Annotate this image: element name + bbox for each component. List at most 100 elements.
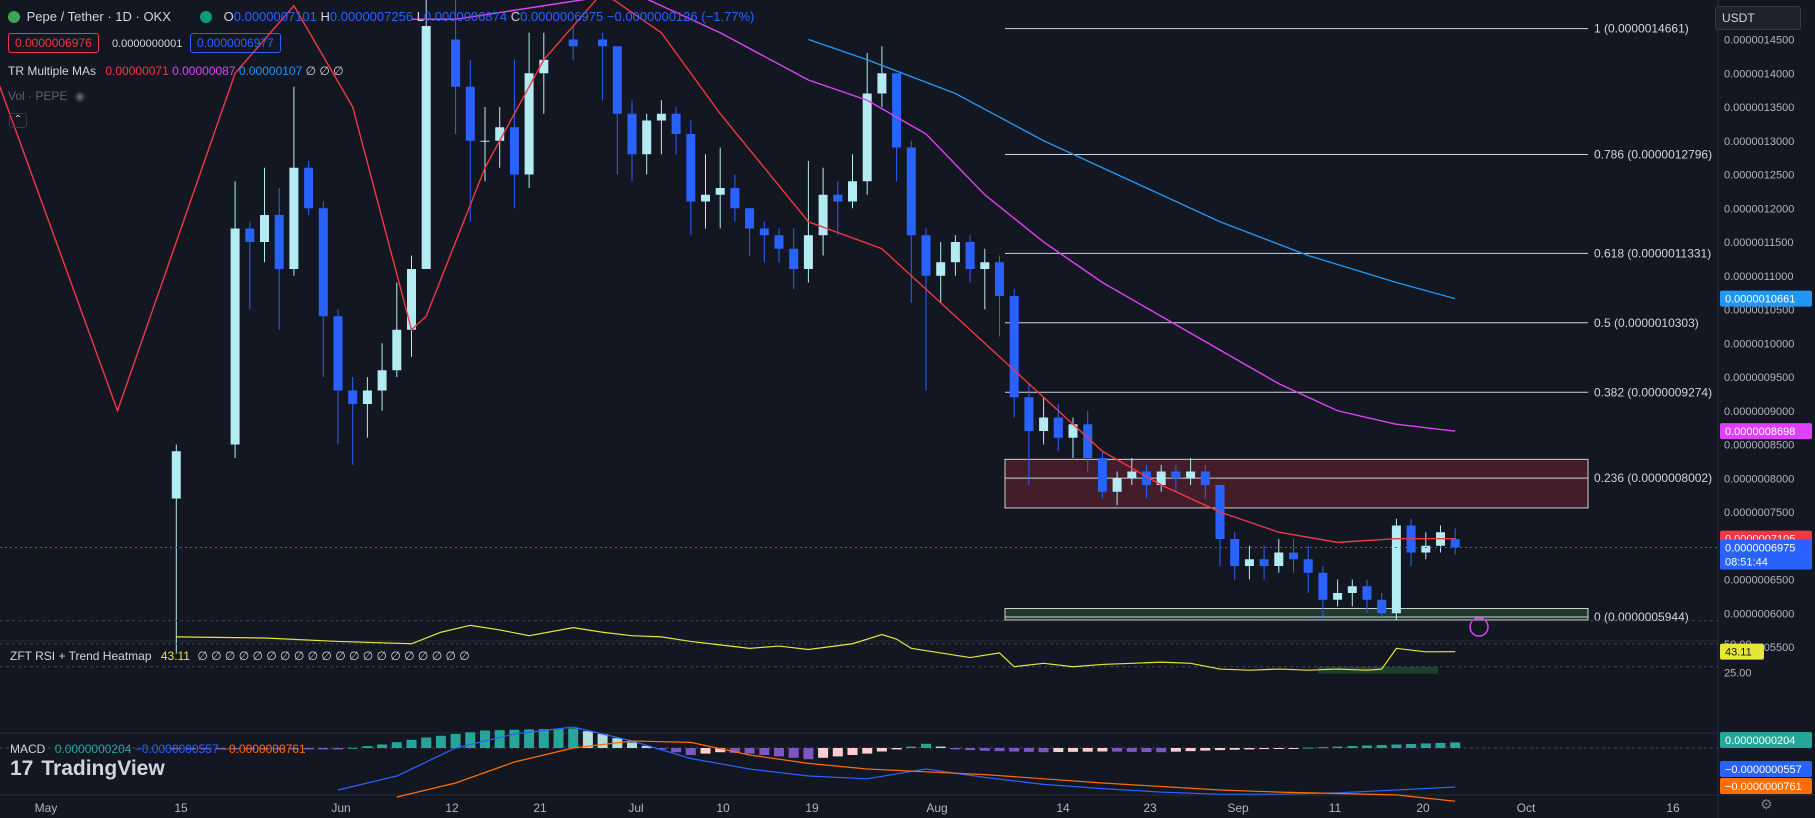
ma20-value: 0.00000071 [105, 64, 169, 78]
candle [1200, 464, 1210, 499]
macd-histogram-bar [1215, 748, 1225, 751]
tradingview-logo[interactable]: 17 TradingView [10, 757, 165, 781]
time-tick-label: 23 [1143, 801, 1157, 815]
macd-histogram-bar [891, 748, 902, 750]
macd-line-value: −0.0000000557 [134, 742, 219, 756]
macd-histogram-bar [1303, 747, 1314, 749]
macd-signal-line [396, 740, 1456, 802]
currency-select[interactable]: USDT [1715, 6, 1801, 30]
symbol-title[interactable]: Pepe / Tether · 1D · OKX [8, 9, 171, 24]
candle [230, 181, 240, 458]
candle-body [759, 228, 769, 236]
candle-body [612, 46, 622, 114]
price-tag [1720, 423, 1812, 440]
time-tick-label: May [35, 801, 58, 815]
candle-body [245, 228, 255, 242]
candle-body [950, 242, 960, 263]
low-value: 0.0000006874 [423, 9, 508, 24]
macd-histogram-bar [803, 748, 814, 760]
candle [936, 242, 946, 303]
candle [509, 59, 519, 209]
candle [1230, 532, 1240, 580]
macd-histogram-value: 0.0000000204 [54, 742, 132, 756]
macd-histogram-bar [538, 729, 549, 748]
candle [848, 154, 857, 209]
price-tick-label: 0.0000011000 [1724, 271, 1794, 283]
macd-histogram-bar [509, 729, 520, 748]
candle-body [1009, 296, 1019, 398]
macd-histogram-bar [671, 748, 682, 753]
macd-histogram-bar [377, 744, 388, 748]
macd-histogram-bar [876, 748, 887, 752]
high-label: H [320, 9, 330, 24]
candle [568, 26, 578, 60]
macd-histogram-bar [1229, 748, 1240, 750]
candle [789, 228, 799, 290]
macd-histogram-bar [935, 746, 946, 748]
macd-value-tag [1720, 761, 1812, 777]
candle-body [1142, 471, 1151, 485]
candle-body [362, 390, 372, 404]
macd-histogram-bar [1038, 748, 1049, 753]
candle [171, 444, 181, 654]
macd-histogram-bar [759, 748, 770, 755]
rsi-legend[interactable]: ZFT RSI + Trend Heatmap 43.11 ∅ ∅ ∅ ∅ ∅ … [10, 649, 470, 663]
candle-body [1333, 593, 1343, 600]
rsi-extra-values: ∅ ∅ ∅ ∅ ∅ ∅ ∅ ∅ ∅ ∅ ∅ ∅ ∅ ∅ ∅ ∅ ∅ ∅ ∅ ∅ [197, 649, 470, 663]
candle-body [1318, 572, 1328, 600]
candle-body [1083, 424, 1093, 458]
price-tick-label: 0.0000010000 [1724, 338, 1794, 350]
candle [862, 53, 872, 195]
macd-histogram-bar [1450, 742, 1461, 748]
candle-body [965, 242, 975, 269]
candle-body [1097, 458, 1107, 492]
candle-body [318, 208, 328, 317]
candle-body [906, 147, 916, 236]
candle-body [451, 39, 461, 87]
candle [950, 235, 960, 276]
currency-label: USDT [1722, 11, 1755, 25]
candle [892, 73, 902, 182]
candle [274, 188, 284, 330]
candle [465, 59, 475, 222]
candle [1377, 593, 1387, 620]
macd-histogram-bar [700, 748, 711, 754]
price-tag [1720, 539, 1812, 570]
macd-histogram-bar [1170, 748, 1181, 752]
macd-histogram-bar [333, 748, 343, 750]
candle [1303, 545, 1313, 593]
candle [715, 147, 725, 229]
candle-body [656, 113, 666, 121]
buy-button[interactable]: 0.0000006977 [190, 33, 281, 53]
sell-button[interactable]: 0.0000006976 [8, 33, 99, 53]
candle-body [524, 73, 534, 175]
time-tick-label: 14 [1056, 801, 1070, 815]
macd-histogram-bar [1141, 748, 1152, 753]
volume-legend[interactable]: Vol · PEPE ◉ [8, 89, 85, 103]
candle [627, 100, 637, 182]
eye-hidden-icon[interactable]: ◉ [74, 89, 86, 103]
macd-histogram-bar [656, 748, 667, 750]
candle-body [171, 451, 181, 499]
candle-body [1171, 471, 1181, 479]
rsi-line [176, 624, 1456, 671]
candle [245, 221, 255, 310]
macd-histogram-bar [744, 748, 755, 754]
macd-histogram-bar [1273, 748, 1284, 749]
settings-gear-icon[interactable]: ⚙ [1760, 796, 1773, 812]
market-status-icon [200, 11, 212, 23]
ma-legend[interactable]: TR Multiple MAs 0.00000071 0.00000087 0.… [8, 64, 344, 78]
candle [995, 255, 1004, 337]
close-label: C [510, 9, 521, 24]
macd-legend[interactable]: MACD 0.0000000204 −0.0000000557 −0.00000… [10, 742, 306, 756]
collapse-legend-icon[interactable]: ⌃ [9, 113, 27, 128]
candle-body [848, 181, 857, 202]
price-tick-label: 0.0000013500 [1724, 102, 1794, 114]
candle [1259, 545, 1269, 580]
price-tick-label: 0.0000012500 [1724, 170, 1794, 182]
candle-body [1200, 471, 1210, 485]
macd-histogram-bar [627, 742, 637, 748]
spread-value: 0.0000000001 [112, 38, 183, 50]
macd-histogram-bar [553, 728, 564, 748]
